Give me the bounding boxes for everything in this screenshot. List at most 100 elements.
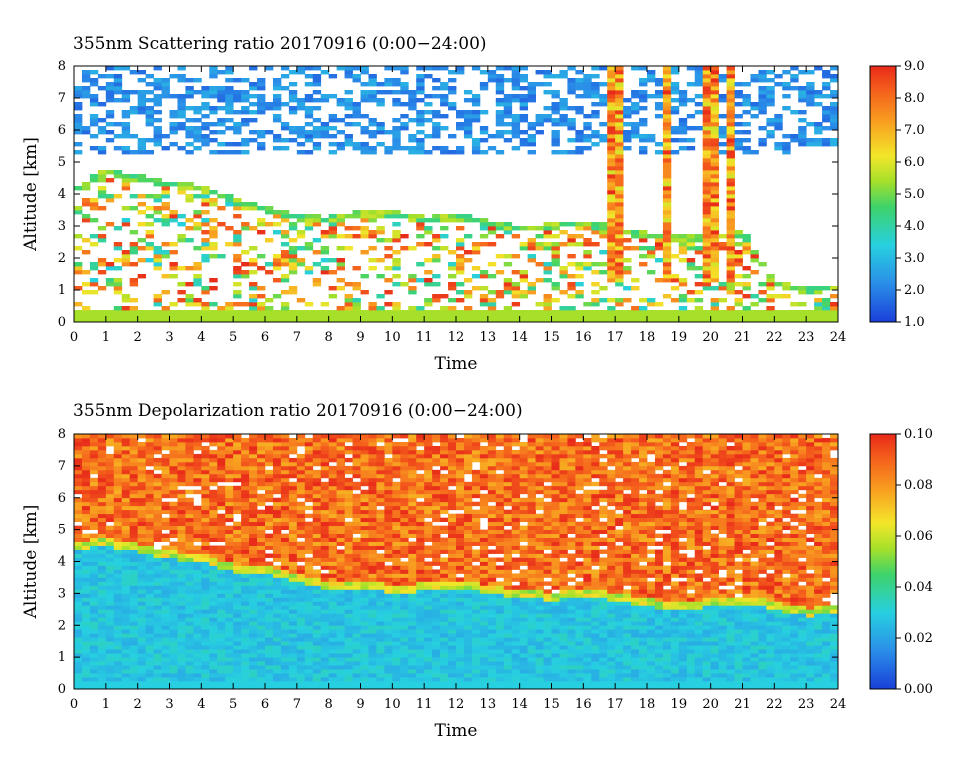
heatmap-cell (129, 110, 139, 115)
heatmap-cell (456, 246, 465, 251)
heatmap-cell (543, 222, 552, 227)
heatmap-cell (384, 601, 393, 606)
heatmap-cell (360, 645, 369, 650)
heatmap-cell (432, 110, 441, 115)
heatmap-cell (169, 685, 178, 690)
heatmap-cell (320, 461, 330, 467)
heatmap-cell (249, 589, 258, 594)
heatmap-cell (161, 473, 170, 479)
heatmap-cell (241, 250, 250, 255)
heatmap-cell (368, 437, 377, 443)
heatmap-cell (89, 497, 99, 503)
heatmap-cell (265, 569, 274, 574)
heatmap-cell (280, 661, 290, 666)
heatmap-cell (161, 633, 170, 638)
heatmap-cell (145, 577, 154, 582)
heatmap-cell (272, 633, 282, 638)
heatmap-cell (631, 106, 640, 111)
heatmap-cell (193, 677, 202, 682)
heatmap-cell (233, 565, 242, 570)
heatmap-cell (312, 501, 322, 507)
heatmap-cell (726, 310, 735, 315)
heatmap-cell (185, 449, 194, 455)
heatmap-cell (352, 661, 361, 666)
heatmap-cell (209, 150, 218, 155)
heatmap-cell (193, 509, 202, 515)
heatmap-cell (519, 246, 529, 251)
heatmap-cell (161, 461, 170, 467)
heatmap-cell (408, 290, 417, 295)
heatmap-cell (511, 82, 521, 87)
heatmap-cell (225, 661, 234, 666)
heatmap-cell (193, 134, 202, 139)
heatmap-cell (209, 226, 218, 231)
heatmap-cell (599, 134, 608, 139)
heatmap-cell (328, 286, 338, 291)
heatmap-cell (145, 222, 154, 227)
heatmap-cell (272, 449, 282, 455)
heatmap-cell (217, 645, 226, 650)
heatmap-cell (209, 597, 218, 602)
heatmap-cell (97, 234, 107, 239)
heatmap-cell (726, 114, 735, 119)
heatmap-cell (320, 633, 330, 638)
heatmap-cell (129, 649, 139, 654)
heatmap-cell (479, 150, 489, 155)
heatmap-cell (249, 457, 258, 463)
heatmap-cell (416, 278, 425, 283)
heatmap-cell (710, 82, 720, 87)
heatmap-cell (161, 649, 170, 654)
heatmap-cell (336, 461, 345, 467)
heatmap-cell (105, 625, 115, 630)
heatmap-cell (272, 78, 282, 83)
heatmap-cell (137, 146, 147, 151)
heatmap-cell (225, 469, 234, 475)
heatmap-cell (241, 270, 250, 275)
heatmap-cell (81, 314, 91, 319)
heatmap-cell (296, 453, 306, 459)
heatmap-cell (654, 78, 664, 83)
heatmap-cell (591, 242, 600, 247)
heatmap-cell (74, 449, 83, 455)
heatmap-cell (185, 434, 194, 439)
heatmap-cell (384, 597, 393, 602)
heatmap-cell (583, 86, 592, 91)
heatmap-cell (201, 90, 210, 95)
heatmap-cell (74, 186, 83, 191)
heatmap-cell (424, 230, 433, 235)
heatmap-cell (575, 150, 584, 155)
heatmap-cell (161, 146, 170, 151)
heatmap-cell (312, 569, 322, 574)
heatmap-cell (105, 677, 115, 682)
heatmap-cell (145, 489, 154, 495)
heatmap-cell (336, 481, 345, 487)
heatmap-cell (623, 122, 632, 127)
heatmap-cell (662, 146, 672, 151)
heatmap-cell (647, 310, 656, 315)
heatmap-cell (456, 318, 465, 323)
heatmap-cell (241, 90, 250, 95)
heatmap-cell (249, 202, 258, 207)
heatmap-cell (694, 318, 704, 323)
heatmap-cell (400, 234, 409, 239)
heatmap-cell (209, 481, 218, 487)
heatmap-cell (193, 282, 202, 287)
heatmap-cell (201, 314, 210, 319)
heatmap-cell (280, 641, 290, 646)
heatmap-cell (774, 118, 783, 123)
heatmap-cell (352, 585, 361, 590)
heatmap-cell (153, 493, 162, 499)
heatmap-cell (97, 637, 107, 642)
heatmap-cell (217, 314, 226, 319)
heatmap-cell (662, 190, 672, 195)
heatmap-cell (344, 489, 353, 495)
heatmap-cell (97, 270, 107, 275)
heatmap-cell (328, 150, 338, 155)
heatmap-cell (376, 98, 385, 103)
heatmap-cell (241, 549, 250, 554)
heatmap-cell (185, 453, 194, 459)
heatmap-cell (320, 513, 330, 519)
heatmap-cell (527, 122, 536, 127)
heatmap-cell (74, 573, 83, 578)
heatmap-cell (424, 66, 433, 71)
